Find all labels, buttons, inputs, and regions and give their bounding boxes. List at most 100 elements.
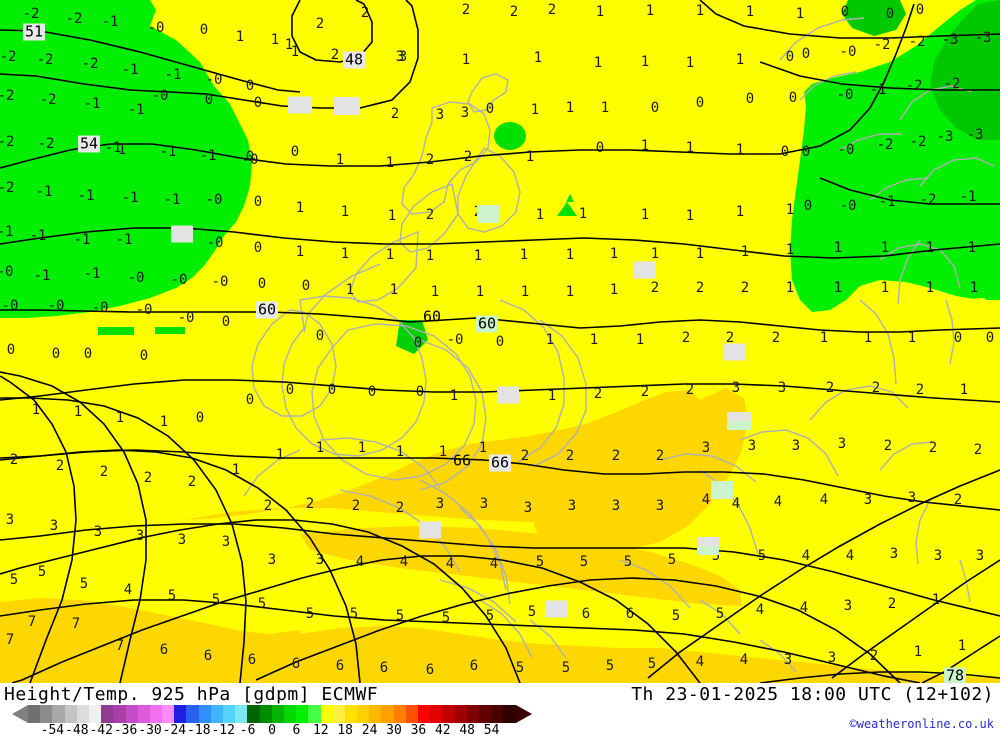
- scale-swatch: [320, 705, 333, 723]
- scale-tick-label: 36: [410, 723, 427, 738]
- temp-band-neg-ne-dark-2: [842, 0, 906, 36]
- color-scale-swatches[interactable]: [28, 705, 516, 723]
- scale-swatch: [271, 705, 284, 723]
- height-contour-label: 51: [22, 22, 46, 41]
- scale-arrow-right-icon: [516, 705, 532, 723]
- scale-swatch: [405, 705, 418, 723]
- height-contour-label: 60: [255, 300, 279, 319]
- scale-swatch: [442, 705, 455, 723]
- temp-blob-highland-3: [566, 194, 574, 202]
- scale-swatch: [418, 705, 431, 723]
- temp-band-neg-right-notch: [962, 96, 1000, 126]
- scale-swatch: [88, 705, 102, 723]
- scale-tick-label: -48: [65, 723, 89, 738]
- scale-swatch: [393, 705, 406, 723]
- contour-label-box: [288, 96, 312, 114]
- map-graphics: [0, 0, 1000, 683]
- height-contour-label: 66: [452, 451, 472, 470]
- scale-tick-label: 24: [361, 723, 378, 738]
- contour-label-box: [711, 481, 733, 499]
- scale-swatch: [332, 705, 345, 723]
- scale-tick-label: -24: [162, 723, 187, 738]
- temp-blob-ireland: [396, 320, 428, 354]
- height-contour-label: 66: [488, 453, 512, 472]
- scale-swatch: [125, 705, 138, 723]
- scale-tick-label: 30: [386, 723, 402, 738]
- scale-swatch: [28, 705, 41, 723]
- scale-swatch: [64, 705, 77, 723]
- scale-tick-label: 0: [268, 723, 276, 738]
- scale-swatch: [52, 705, 65, 723]
- temp-inlet-yellow-ne: [944, 298, 996, 342]
- temp-band-gold-central-2: [534, 388, 748, 552]
- scale-swatch: [478, 705, 492, 723]
- contour-label-box: [477, 205, 499, 223]
- model-run-info: Th 23-01-2025 18:00 UTC (12+102): [631, 684, 994, 705]
- scale-swatch: [430, 705, 443, 723]
- scale-swatch: [308, 705, 321, 723]
- scale-swatch: [283, 705, 297, 723]
- scale-tick-label: -6: [239, 723, 256, 738]
- scale-swatch: [381, 705, 394, 723]
- chart-title: Height/Temp. 925 hPa [gdpm] ECMWF: [4, 684, 379, 705]
- height-contour-label: 60: [422, 307, 442, 326]
- contour-label-box: [727, 412, 751, 430]
- scale-swatch: [454, 705, 467, 723]
- scale-swatch: [223, 705, 236, 723]
- scale-tick-label: 48: [459, 723, 476, 738]
- scale-tick-label: -12: [211, 723, 235, 738]
- scale-tick-label: -18: [187, 723, 211, 738]
- copyright-notice: ©weatheronline.co.uk: [849, 717, 995, 731]
- contour-label-box: [419, 521, 441, 539]
- height-contours: [0, 0, 1000, 683]
- height-contour-label: 78: [943, 666, 967, 683]
- scale-swatch: [210, 705, 223, 723]
- scale-tick-label: 6: [292, 723, 301, 738]
- scale-swatch: [247, 705, 260, 723]
- scale-swatch: [344, 705, 358, 723]
- scale-swatch: [259, 705, 272, 723]
- scale-tick-label: 18: [337, 723, 354, 738]
- color-scale-ticks: -54 -48 -42 -36 -30 -24 -18 -12 -6 0 6 12 18 24 30 36 42…: [0, 723, 1000, 738]
- scale-swatch: [40, 705, 53, 723]
- scale-swatch: [357, 705, 370, 723]
- contour-label-box: [697, 537, 719, 555]
- scale-swatch: [186, 705, 199, 723]
- scale-swatch: [369, 705, 382, 723]
- scale-swatch: [198, 705, 211, 723]
- contour-label-box: [497, 386, 519, 404]
- temp-blob-highland-2: [557, 202, 577, 216]
- weather-map-canvas[interactable]: -2 -2 -1 -0 0 1 1 2 2 3 3 2 2 2 1 1 1 1 1 0 0 0 -2 -2 -2 -1 -1 -0 0 1…: [0, 0, 1000, 683]
- temp-band-neg-nw-dark: [0, 40, 126, 258]
- scale-tick-label: -36: [113, 723, 138, 738]
- scale-swatch: [101, 705, 114, 723]
- contour-label-box: [634, 261, 656, 279]
- scale-swatch: [503, 705, 516, 723]
- height-contour-label: 54: [77, 134, 101, 153]
- temp-blob-edge-2: [155, 327, 185, 334]
- scale-tick-label: -54: [40, 723, 65, 738]
- contour-label-box: [545, 600, 567, 618]
- contour-label-box: [724, 343, 746, 361]
- scale-swatch: [162, 705, 175, 723]
- scale-tick-label: 42: [434, 723, 451, 738]
- scale-tick-label: -30: [138, 723, 162, 738]
- scale-swatch: [76, 705, 89, 723]
- temp-blob-highland-1: [494, 122, 526, 150]
- color-scale[interactable]: [12, 705, 532, 723]
- scale-swatch: [466, 705, 479, 723]
- height-contour-label: 60: [475, 314, 499, 333]
- scale-tick-label: -42: [89, 723, 113, 738]
- scale-swatch: [235, 705, 248, 723]
- scale-swatch: [113, 705, 126, 723]
- scale-swatch: [296, 705, 309, 723]
- temp-blob-edge-1: [98, 327, 134, 335]
- scale-tick-label: 12: [312, 723, 329, 738]
- scale-swatch: [149, 705, 163, 723]
- scale-arrow-left-icon: [12, 705, 28, 723]
- temp-band-gold-central-3: [300, 526, 742, 606]
- scale-swatch: [491, 705, 504, 723]
- temp-band-6-plus-lobe: [0, 600, 300, 683]
- contour-label-box: [171, 225, 193, 243]
